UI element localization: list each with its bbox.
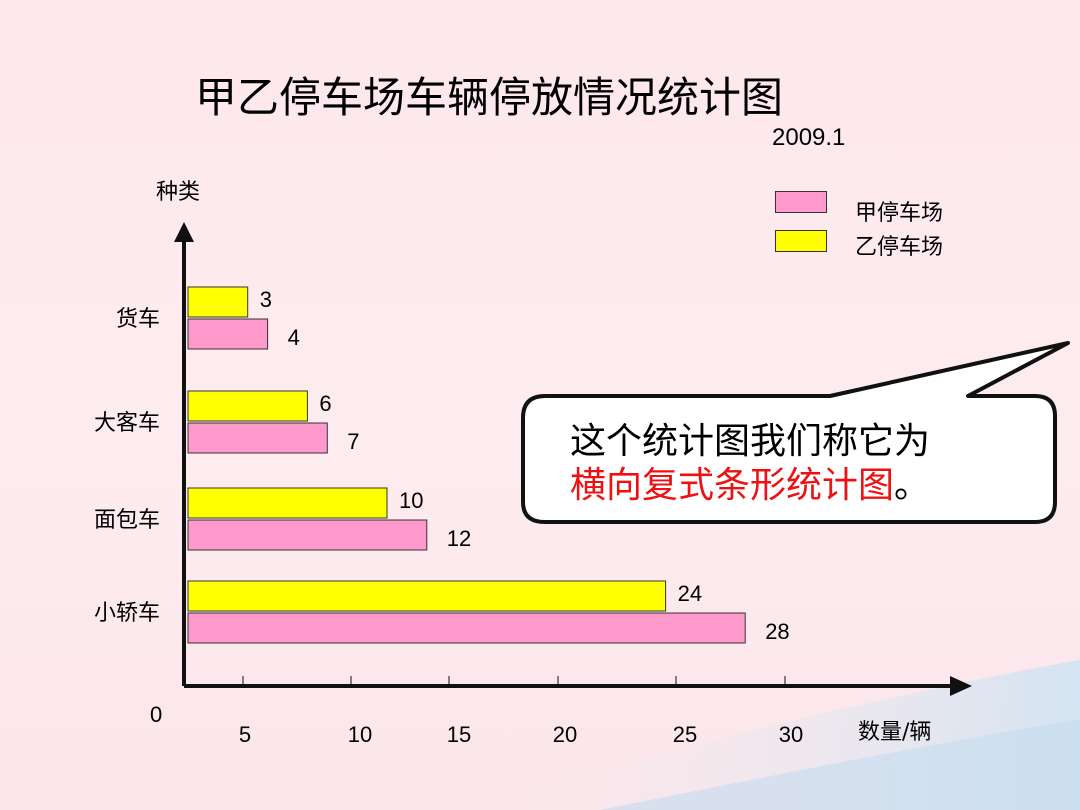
callout-text: 这个统计图我们称它为 横向复式条形统计图。 [570,420,930,508]
y-axis-label: 种类 [156,180,201,205]
origin-label: 0 [150,702,163,727]
callout-suffix: 。 [894,465,931,506]
legend-swatch-series-a [775,191,827,213]
x-tick-label: 10 [348,722,372,747]
y-axis-arrow [174,222,194,242]
x-tick-label: 30 [779,722,803,747]
bar-series-a [187,612,746,644]
category-label: 货车 [116,307,160,332]
x-axis-arrow [950,676,972,696]
chart-title: 甲乙停车场车辆停放情况统计图 [195,73,784,122]
bar-series-a [187,422,328,454]
data-label-series-a: 4 [288,325,300,350]
category-label: 小轿车 [94,601,160,626]
legend-swatch-series-b [775,230,827,252]
data-label-series-a: 12 [447,526,471,551]
legend-label-series-b: 乙停车场 [855,235,944,260]
bar-series-a [187,519,428,551]
x-tick-label: 5 [239,722,251,747]
category-label: 大客车 [94,411,160,436]
x-tick-label: 25 [673,722,697,747]
callout-line-1: 这个统计图我们称它为 [570,421,931,462]
callout [521,341,1070,524]
x-tick-label: 15 [447,722,471,747]
bar-series-b [187,487,388,519]
data-label-series-b: 10 [399,488,423,513]
callout-line-2: 横向复式条形统计图 [570,465,895,506]
category-label: 面包车 [94,508,160,533]
chart-layer: 5 10 15 20 25 30 货车 34 大客车 67 面包车 10 12 小轿车 24 28 [94,222,972,747]
bar-series-a [187,318,269,350]
x-axis-label: 数量/辆 [858,720,932,745]
decorative-wave-2 [600,720,1080,810]
x-tick-label: 20 [553,722,577,747]
chart-subtitle-date: 2009.1 [772,124,846,151]
data-label-series-b: 24 [678,581,702,606]
bar-series-b [187,390,308,422]
data-label-series-a: 28 [765,619,789,644]
data-label-series-b: 6 [319,391,331,416]
legend-label-series-a: 甲停车场 [855,201,944,226]
data-label-series-b: 3 [260,287,272,312]
bar-series-b [187,286,249,318]
data-label-series-a: 7 [347,429,359,454]
callout-bubble [521,341,1070,524]
bar-series-b [187,580,667,612]
